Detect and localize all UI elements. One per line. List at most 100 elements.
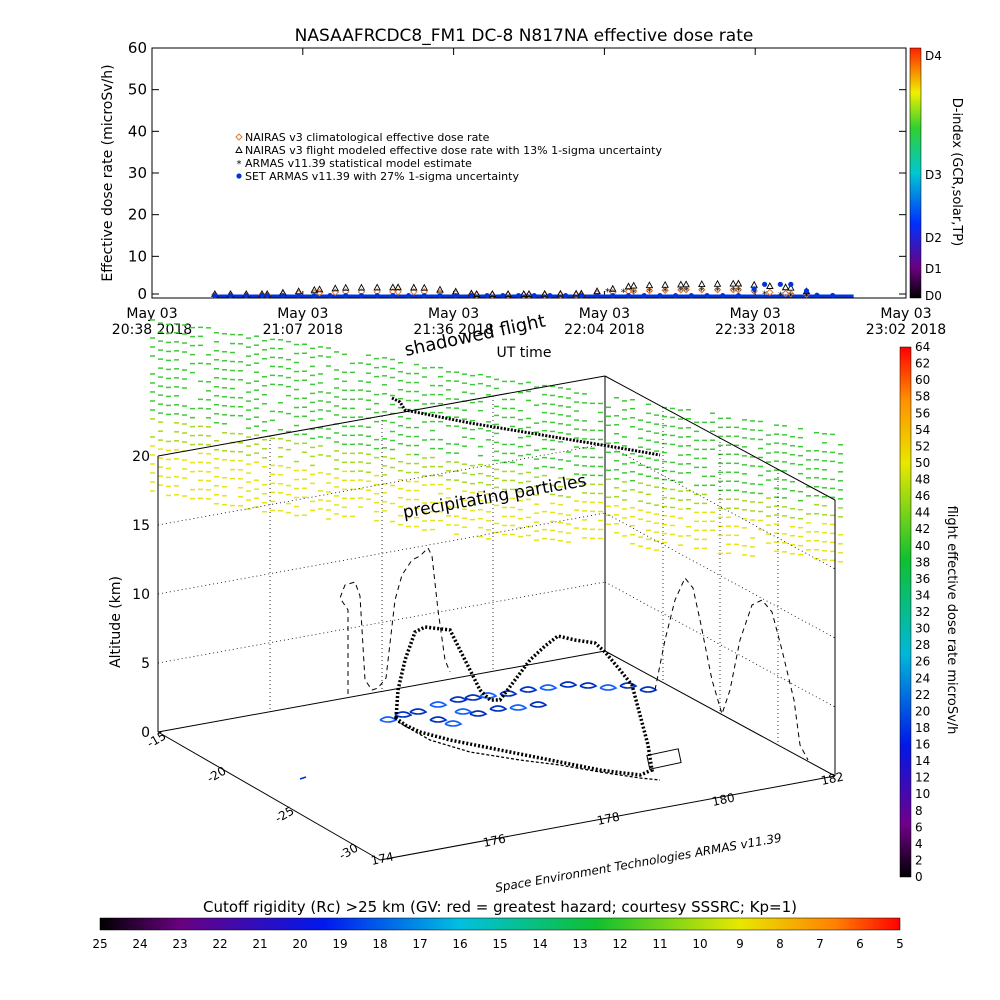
series-point [777, 281, 783, 287]
series-point [720, 292, 726, 299]
series-point [540, 289, 549, 297]
dose-tick-label: 20 [915, 704, 930, 718]
precipitating-particle-field [150, 319, 843, 563]
z-tick: 5 [141, 656, 150, 672]
rc-colorbar-label: Cutoff rigidity (Rc) >25 km (GV: red = g… [203, 898, 797, 916]
series-point [525, 289, 533, 297]
rc-tick-label: 21 [252, 937, 267, 951]
rc-contour [299, 776, 307, 780]
series-point [673, 292, 679, 299]
series-point [472, 289, 481, 297]
rc-tick-label: 14 [532, 937, 547, 951]
rc-tick-label: 19 [332, 937, 347, 951]
legend-entry-label: NAIRAS v3 flight modeled effective dose … [245, 144, 662, 157]
series-point [563, 292, 569, 299]
series-point [751, 286, 757, 292]
series-point [296, 292, 302, 299]
grid-line [604, 512, 836, 639]
series-point: * [804, 291, 809, 302]
series-point [394, 288, 402, 296]
series-point [762, 281, 768, 287]
y-tick-label: 20 [128, 206, 147, 224]
series-point: * [631, 288, 636, 299]
x-tick-label: 21:07 2018 [263, 322, 343, 338]
x-tick-label: May 03 [126, 306, 177, 322]
rc-tick-label: 12 [612, 937, 627, 951]
series-point [389, 283, 397, 291]
series-point [625, 292, 632, 299]
rc-contour [559, 681, 578, 688]
dose-tick-label: 44 [915, 506, 930, 520]
series-point [315, 285, 324, 293]
lat-tick: -25 [273, 804, 297, 826]
series-point [814, 292, 820, 298]
series-point [641, 292, 647, 299]
rc-tick-label: 7 [816, 937, 824, 951]
series-point [704, 292, 710, 299]
series-point [787, 290, 795, 298]
series-point: * [778, 290, 783, 301]
dindex-tick: D0 [925, 289, 942, 303]
box-edge [157, 375, 606, 457]
rc-tick-label: 6 [856, 937, 864, 951]
y-tick-label: 30 [128, 164, 147, 182]
rc-ticks: 25 24 23 22 21 20 19 18 17 16 15 14 13 12 11 10 9 8 7 6 5 [92, 937, 903, 951]
series-point [629, 281, 638, 289]
rc-contour [394, 711, 413, 718]
3d-plot: shadowed flight precipitating particles … [108, 311, 845, 895]
rc-tick-label: 10 [692, 937, 707, 951]
rc-colorbar-fill [99, 917, 901, 931]
series-point [437, 292, 443, 299]
rc-contour [454, 708, 473, 715]
series-point [766, 282, 774, 289]
longitude-axis: 174 176 178 180 182 [370, 769, 845, 867]
x-tick-label: 23:02 2018 [866, 322, 946, 338]
lat-tick: -30 [337, 841, 361, 863]
series-point [624, 282, 633, 290]
rc-contour [539, 684, 558, 691]
dose-tick-label: 40 [915, 539, 930, 553]
series-point [436, 285, 444, 293]
dose-tick-label: 60 [915, 373, 930, 387]
rc-tick-label: 16 [452, 937, 467, 951]
cutoff-rigidity-colorbar: Cutoff rigidity (Rc) >25 km (GV: red = g… [92, 898, 903, 951]
series-point [729, 279, 737, 287]
series-point [734, 286, 743, 294]
series-point [547, 292, 553, 299]
dose-tick-label: 10 [915, 787, 930, 801]
series-point [520, 289, 528, 297]
flight-track-top [391, 396, 661, 457]
series-point [341, 283, 350, 291]
dindex-tick: D2 [925, 231, 942, 245]
dose-tick-label: 0 [915, 870, 923, 884]
series-point: * [678, 286, 683, 297]
dose-tick-label: 6 [915, 820, 923, 834]
dose-tick-label: 26 [915, 655, 930, 669]
series-point [766, 288, 774, 296]
rc-contour [409, 708, 428, 715]
series-point [698, 286, 706, 294]
series-point [235, 133, 243, 141]
dindex-tick: D3 [925, 168, 942, 182]
z-axis: 0 5 10 15 20 Altitude (km) [108, 449, 150, 741]
rc-tick-label: 25 [92, 937, 107, 951]
series-point: * [788, 291, 793, 302]
z-tick: 10 [132, 587, 150, 603]
z-tick: 0 [141, 725, 150, 741]
series-point [713, 286, 722, 294]
z-tick: 20 [132, 449, 150, 465]
rc-contour [429, 701, 448, 708]
dose-tick-label: 16 [915, 738, 930, 752]
series-point [682, 286, 690, 294]
series-point [259, 292, 265, 299]
series-point: * [731, 286, 736, 297]
series-point: * [621, 288, 626, 299]
rc-contour [579, 682, 598, 689]
series-point [484, 292, 490, 299]
rc-tick-label: 13 [572, 937, 587, 951]
series-point [572, 289, 580, 297]
dose-tick-label: 2 [915, 853, 923, 867]
series-point [677, 286, 685, 294]
